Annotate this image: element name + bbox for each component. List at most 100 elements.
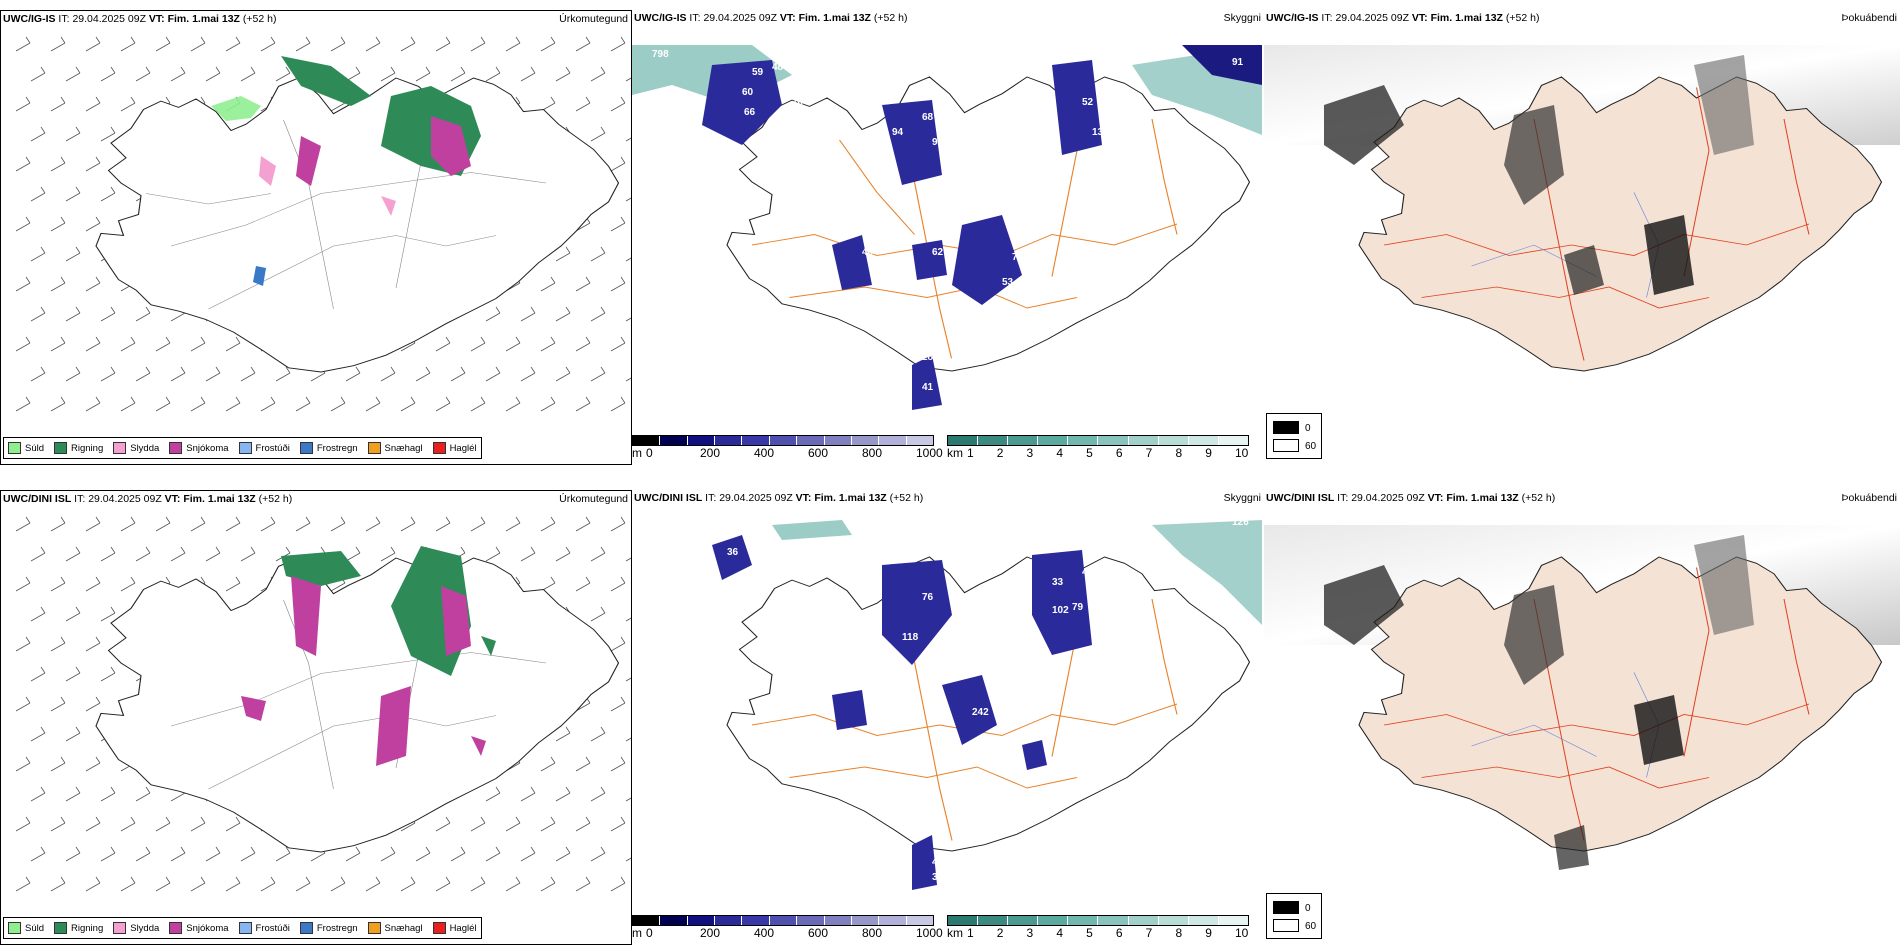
legend-label: Haglél — [449, 442, 477, 454]
legend-label: Slydda — [130, 922, 160, 934]
fog-legend-white-label: 60 — [1305, 921, 1317, 932]
visibility-panel-bottom: UWC/DINI ISL IT: 29.04.2025 09Z VT: Fim.… — [632, 490, 1264, 945]
km-tick: 4 — [1056, 446, 1064, 460]
meters-colorbar — [632, 435, 934, 446]
visibility-value: 97 — [1122, 277, 1134, 288]
fog-legend-white-swatch — [1273, 439, 1299, 452]
visibility-value: 55 — [762, 562, 774, 573]
visibility-value: 33 — [1052, 577, 1064, 588]
km-tick: 3 — [1026, 926, 1034, 940]
fog-legend: 0 60 — [1266, 893, 1322, 939]
fog-legend-black-label: 0 — [1305, 423, 1311, 434]
km-tick: 9 — [1205, 926, 1212, 940]
precip-legend: Súld Rigning Slydda Snjókoma Frostúði Frostre… — [3, 437, 482, 459]
legend-item: Snæhagl — [367, 922, 423, 934]
panel-title: Úrkomutegund — [559, 13, 628, 25]
legend-item: Slydda — [113, 922, 159, 934]
km-tick: 8 — [1175, 926, 1183, 940]
visibility-value: 89 — [862, 97, 874, 108]
visibility-panel-top: UWC/IG-IS IT: 29.04.2025 09Z VT: Fim. 1.… — [632, 10, 1264, 465]
fog-areas — [1324, 535, 1754, 870]
panel-title: Þokuábendi — [1841, 492, 1897, 504]
visibility-value: 87 — [952, 192, 964, 203]
visibility-value: 118 — [902, 632, 919, 643]
legend-swatch — [54, 922, 68, 934]
legend-item: Snjókoma — [169, 922, 229, 934]
legend-label: Frostúði — [255, 442, 290, 454]
km-unit: km — [947, 446, 963, 460]
fog-legend: 0 60 — [1266, 413, 1322, 459]
panel-header: UWC/DINI ISL IT: 29.04.2025 09Z VT: Fim.… — [3, 493, 293, 505]
precip-legend: Súld Rigning Slydda Snjókoma Frostúði Frostre… — [3, 917, 482, 939]
precip-map — [15, 36, 631, 412]
precip-areas — [241, 546, 496, 766]
visibility-value: 182 — [1102, 687, 1119, 698]
legend-item: Súld — [8, 442, 44, 454]
legend-item: Haglél — [432, 922, 477, 934]
fog-legend-white-label: 60 — [1305, 441, 1317, 452]
legend-swatch — [54, 442, 68, 454]
visibility-value: 59 — [752, 67, 764, 78]
legend-swatch — [8, 442, 21, 454]
meters-tick: 1000 — [916, 446, 943, 460]
visibility-value: 62 — [932, 247, 944, 258]
legend-swatch — [432, 442, 446, 454]
km-tick: 2 — [996, 926, 1004, 940]
legend-item: Snjókoma — [169, 442, 229, 454]
km-tick: 4 — [1056, 926, 1064, 940]
visibility-value: 33 — [932, 872, 944, 883]
legend-label: Haglél — [449, 922, 477, 934]
meters-tick: 1000 — [916, 926, 943, 940]
visibility-value: 28 — [922, 352, 934, 363]
km-unit: km — [947, 926, 963, 940]
legend-label: Rigning — [71, 922, 104, 934]
panel-title: Úrkomutegund — [559, 493, 628, 505]
fog-legend-black-label: 0 — [1305, 903, 1311, 914]
panel-title: Skyggni — [1223, 492, 1261, 504]
meters-tick: 0 — [646, 926, 653, 940]
meters-tick: 200 — [700, 446, 721, 460]
precip-panel-top: UWC/IG-IS IT: 29.04.2025 09Z VT: Fim. 1.… — [0, 10, 632, 465]
visibility-value: 91 — [937, 737, 949, 748]
legend-item: Frostregn — [299, 922, 358, 934]
visibility-value: 49 — [1087, 582, 1099, 593]
km-tick: 9 — [1205, 446, 1212, 460]
legend-item: Haglél — [432, 442, 477, 454]
legend-label: Rigning — [71, 442, 104, 454]
fog-legend-white-swatch — [1273, 919, 1299, 932]
legend-swatch — [238, 442, 252, 454]
km-colorbar — [947, 435, 1249, 446]
legend-label: Snæhagl — [384, 922, 423, 934]
meters-unit: m — [632, 926, 642, 940]
fog-legend-black-swatch — [1273, 421, 1299, 434]
legend-item: Frostúði — [238, 922, 290, 934]
visibility-value: 136 — [1032, 722, 1049, 733]
precip-areas — [211, 56, 481, 286]
visibility-value: 242 — [972, 707, 989, 718]
fog-legend-black-swatch — [1273, 901, 1299, 914]
visibility-value: 36 — [727, 547, 739, 558]
visibility-value: 122 — [1092, 632, 1109, 643]
km-colorbar — [947, 915, 1249, 926]
colorbars: m 0 200 400 600 800 1000 km 1 2 3 4 5 6 7 8 9 10 — [632, 435, 1264, 463]
visibility-areas — [702, 60, 1102, 410]
legend-label: Slydda — [130, 442, 160, 454]
legend-label: Frostregn — [316, 442, 358, 454]
legend-item: Rigning — [54, 442, 103, 454]
visibility-value: 66 — [744, 107, 756, 118]
legend-swatch — [113, 922, 127, 934]
meters-tick: 200 — [700, 926, 721, 940]
visibility-value: 94 — [892, 127, 904, 138]
visibility-value: 77 — [1012, 252, 1024, 263]
colorbars: m 0 200 400 600 800 1000 km 1 2 3 4 5 6 7 8 9 10 — [632, 915, 1264, 943]
visibility-value: 68 — [1022, 227, 1034, 238]
legend-label: Frostregn — [316, 922, 358, 934]
visibility-value: 53 — [1002, 277, 1014, 288]
km-tick: 10 — [1235, 446, 1249, 460]
km-tick: 5 — [1086, 446, 1093, 460]
legend-item: Snæhagl — [367, 442, 423, 454]
km-tick: 8 — [1175, 446, 1183, 460]
visibility-value: 132 — [972, 207, 989, 218]
km-tick: 3 — [1026, 446, 1034, 460]
